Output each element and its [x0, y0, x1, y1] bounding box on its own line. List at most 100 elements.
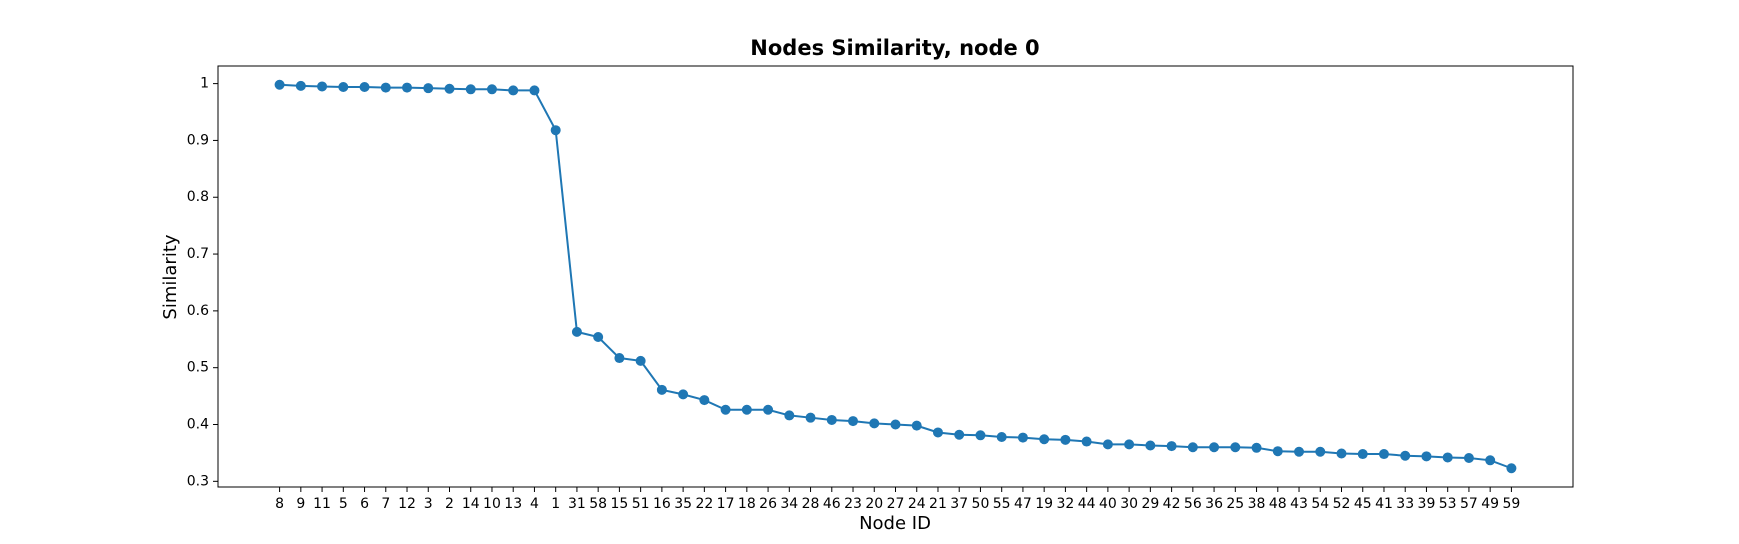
data-point: [848, 416, 859, 427]
y-tick-label: 1: [200, 76, 209, 92]
data-point: [932, 427, 943, 438]
data-point: [614, 353, 625, 364]
x-tick-label: 8: [275, 496, 284, 512]
data-point: [1039, 434, 1050, 445]
x-tick-label: 48: [1269, 496, 1287, 512]
data-point: [1294, 446, 1305, 457]
x-tick-label: 58: [589, 496, 607, 512]
data-point: [1400, 450, 1411, 461]
data-point: [1251, 442, 1262, 453]
data-point: [656, 384, 667, 395]
x-tick-label: 9: [296, 496, 305, 512]
x-tick-label: 4: [530, 496, 539, 512]
data-point: [1017, 432, 1028, 443]
x-tick-label: 16: [653, 496, 671, 512]
x-tick-label: 47: [1014, 496, 1032, 512]
data-point: [295, 80, 306, 91]
data-point: [1421, 451, 1432, 462]
data-point: [571, 326, 582, 337]
x-tick-label: 29: [1141, 496, 1159, 512]
data-point: [975, 430, 986, 441]
x-tick-label: 46: [823, 496, 841, 512]
x-tick-label: 53: [1439, 496, 1457, 512]
x-tick-label: 28: [802, 496, 820, 512]
data-point: [317, 81, 328, 92]
y-axis-label: Similarity: [160, 234, 181, 319]
x-tick-label: 31: [568, 496, 586, 512]
x-tick-label: 56: [1184, 496, 1202, 512]
data-point: [720, 404, 731, 415]
x-tick-label: 12: [398, 496, 416, 512]
x-tick-label: 35: [674, 496, 692, 512]
x-tick-label: 14: [462, 496, 480, 512]
x-tick-label: 11: [313, 496, 331, 512]
x-tick-label: 32: [1056, 496, 1074, 512]
x-tick-label: 50: [972, 496, 990, 512]
x-tick-label: 22: [695, 496, 713, 512]
data-point: [529, 85, 540, 96]
x-tick-label: 40: [1099, 496, 1117, 512]
data-point: [954, 429, 965, 440]
x-tick-label: 15: [610, 496, 628, 512]
y-tick-label: 0.3: [187, 473, 209, 489]
data-point: [699, 395, 710, 406]
y-tick-label: 0.9: [187, 132, 209, 148]
data-point: [1506, 463, 1517, 474]
data-point: [763, 404, 774, 415]
data-point: [996, 432, 1007, 443]
x-tick-label: 55: [993, 496, 1011, 512]
data-point: [486, 84, 497, 95]
x-tick-label: 19: [1035, 496, 1053, 512]
data-point: [380, 82, 391, 93]
data-point: [1378, 449, 1389, 460]
data-point: [359, 82, 370, 93]
y-tick-label: 0.5: [187, 360, 209, 376]
x-tick-label: 44: [1078, 496, 1096, 512]
x-tick-label: 52: [1333, 496, 1351, 512]
chart-title: Nodes Similarity, node 0: [750, 36, 1039, 60]
x-axis-label: Node ID: [859, 513, 931, 534]
data-point: [1272, 446, 1283, 457]
x-tick-label: 7: [381, 496, 390, 512]
data-point: [1485, 455, 1496, 466]
x-tick-label: 54: [1311, 496, 1329, 512]
data-point: [1166, 441, 1177, 452]
x-tick-label: 3: [424, 496, 433, 512]
x-tick-label: 26: [759, 496, 777, 512]
data-point: [635, 355, 646, 366]
y-tick-label: 0.7: [187, 246, 209, 262]
data-point: [1209, 442, 1220, 453]
x-tick-label: 41: [1375, 496, 1393, 512]
y-tick-label: 0.8: [187, 189, 209, 205]
x-tick-label: 51: [632, 496, 650, 512]
x-tick-label: 34: [780, 496, 798, 512]
data-point: [593, 332, 604, 343]
data-point: [1442, 452, 1453, 463]
x-tick-label: 57: [1460, 496, 1478, 512]
data-point: [1145, 440, 1156, 451]
data-point: [678, 389, 689, 400]
data-point: [465, 84, 476, 95]
x-tick-label: 20: [865, 496, 883, 512]
data-point: [1336, 448, 1347, 459]
data-point: [890, 419, 901, 430]
data-point: [550, 125, 561, 136]
data-point: [826, 414, 837, 425]
data-point: [1060, 434, 1071, 445]
x-tick-label: 49: [1481, 496, 1499, 512]
data-point: [423, 83, 434, 94]
x-tick-label: 23: [844, 496, 862, 512]
x-tick-label: 25: [1226, 496, 1244, 512]
data-point: [1081, 436, 1092, 447]
x-tick-label: 37: [950, 496, 968, 512]
x-tick-label: 45: [1354, 496, 1372, 512]
data-point: [1230, 442, 1241, 453]
x-tick-label: 1: [551, 496, 560, 512]
x-tick-label: 39: [1418, 496, 1436, 512]
data-point: [784, 410, 795, 421]
data-point: [1124, 439, 1135, 450]
x-tick-label: 2: [445, 496, 454, 512]
y-tick-label: 0.4: [187, 417, 209, 433]
data-point: [274, 79, 285, 90]
